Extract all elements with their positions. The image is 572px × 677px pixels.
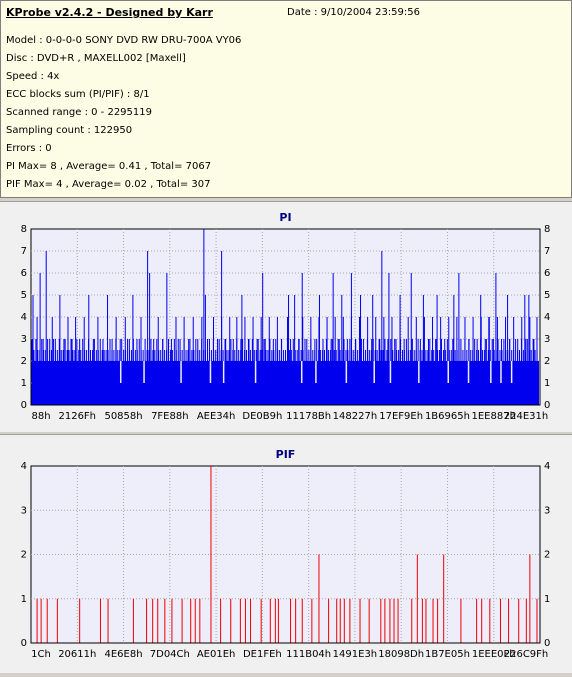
x-tick-label: 4E6E8h [105, 649, 143, 660]
app-title: KProbe v2.4.2 - Designed by Karr [6, 6, 213, 19]
pi-chart-panel: PI 0 0 1 1 2 2 3 3 4 4 5 5 6 6 7 7 8 8 88h 2126Fh 50858h 7FE88… [0, 201, 572, 432]
y-tick-label-left: 3 [21, 505, 27, 516]
y-tick-label-right: 2 [544, 550, 550, 561]
x-tick-label: 1491E3h [333, 649, 377, 660]
x-tick-label: 11178Bh [286, 411, 331, 422]
x-tick-label: 226C9Fh [504, 649, 549, 660]
y-tick-label-right: 7 [544, 246, 550, 257]
y-tick-label-left: 3 [21, 334, 27, 345]
chart-title: PI [279, 211, 291, 224]
x-tick-label: 88h [31, 411, 50, 422]
y-tick-label-right: 3 [544, 334, 550, 345]
y-tick-label-right: 6 [544, 268, 550, 279]
info-speed: Speed : 4x [6, 71, 60, 82]
info-sampling-count: Sampling count : 122950 [6, 125, 133, 136]
x-tick-label: 17EF9Eh [379, 411, 423, 422]
x-tick-label: 1EEE0Fh [472, 649, 516, 660]
x-tick-label: 7D04Ch [150, 649, 190, 660]
y-tick-label-right: 0 [544, 638, 550, 649]
y-tick-label-left: 7 [21, 246, 27, 257]
y-tick-label-right: 1 [544, 378, 550, 389]
y-tick-label-left: 2 [21, 550, 27, 561]
y-tick-label-left: 5 [21, 290, 27, 301]
x-tick-label: 18098Dh [378, 649, 424, 660]
y-tick-label-right: 0 [544, 400, 550, 411]
pif-chart-panel: PIF 0 0 1 1 2 2 3 3 4 4 1Ch 20611h 4E6E8h 7D04Ch AE01Eh… [0, 434, 572, 673]
x-tick-label: 224E31h [504, 411, 548, 422]
x-tick-label: DE1FEh [243, 649, 282, 660]
y-tick-label-right: 4 [544, 461, 550, 472]
x-tick-label: 148227h [333, 411, 378, 422]
x-tick-label: 111B04h [286, 649, 331, 660]
info-scanned-range: Scanned range : 0 - 2295119 [6, 107, 152, 118]
pif-chart: PIF 0 0 1 1 2 2 3 3 4 4 1Ch 20611h 4E6E8h 7D04Ch AE01Eh… [21, 448, 551, 660]
x-tick-label: DE0B9h [242, 411, 282, 422]
y-tick-label-left: 4 [21, 312, 27, 323]
y-tick-label-left: 1 [21, 378, 27, 389]
info-model: Model : 0-0-0-0 SONY DVD RW DRU-700A VY0… [6, 35, 242, 46]
chart-title: PIF [276, 448, 296, 461]
y-tick-label-left: 1 [21, 594, 27, 605]
x-tick-label: 20611h [58, 649, 96, 660]
info-panel: KProbe v2.4.2 - Designed by Karr Date : … [0, 0, 572, 198]
y-tick-label-left: 6 [21, 268, 27, 279]
pi-chart: PI 0 0 1 1 2 2 3 3 4 4 5 5 6 6 7 7 8 8 88h 2126Fh 50858h 7FE88… [21, 211, 551, 422]
y-tick-label-right: 1 [544, 594, 550, 605]
y-tick-label-left: 2 [21, 356, 27, 367]
y-tick-label-right: 5 [544, 290, 550, 301]
info-pif-summary: PIF Max= 4 , Average= 0.02 , Total= 307 [6, 179, 211, 190]
y-tick-label-right: 2 [544, 356, 550, 367]
y-tick-label-left: 0 [21, 400, 27, 411]
x-tick-label: AEE34h [197, 411, 236, 422]
info-ecc: ECC blocks sum (PI/PIF) : 8/1 [6, 89, 150, 100]
info-pi-summary: PI Max= 8 , Average= 0.41 , Total= 7067 [6, 161, 212, 172]
info-disc: Disc : DVD+R , MAXELL002 [Maxell] [6, 53, 186, 64]
y-tick-label-left: 0 [21, 638, 27, 649]
y-tick-label-right: 8 [544, 224, 550, 235]
x-tick-label: 1Ch [31, 649, 51, 660]
y-tick-label-right: 3 [544, 505, 550, 516]
x-tick-label: 1EE887h [472, 411, 516, 422]
x-tick-label: 7FE88h [151, 411, 189, 422]
y-tick-label-left: 8 [21, 224, 27, 235]
info-errors: Errors : 0 [6, 143, 52, 154]
x-tick-label: 1B7E05h [425, 649, 470, 660]
x-tick-label: 1B6965h [425, 411, 470, 422]
x-tick-label: 50858h [104, 411, 142, 422]
y-tick-label-right: 4 [544, 312, 550, 323]
x-tick-label: 2126Fh [58, 411, 96, 422]
y-tick-label-left: 4 [21, 461, 27, 472]
scan-date: Date : 9/10/2004 23:59:56 [287, 7, 420, 18]
x-tick-label: AE01Eh [197, 649, 236, 660]
